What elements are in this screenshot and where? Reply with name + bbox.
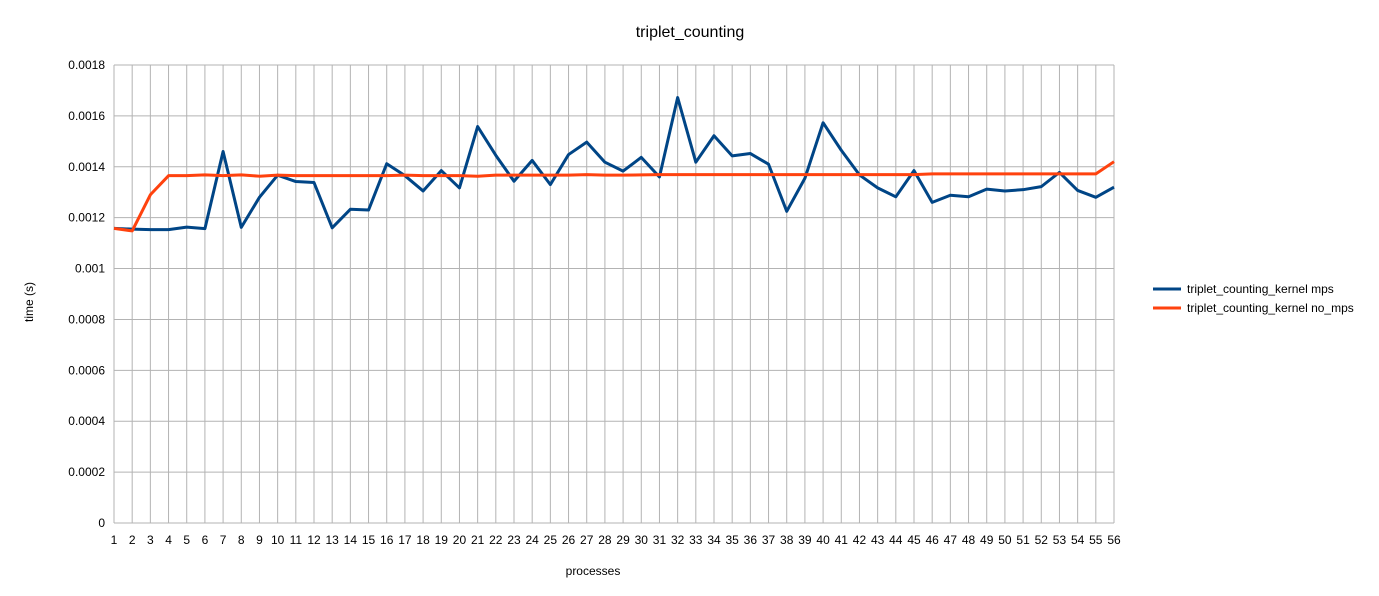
x-tick-label: 56 — [1107, 533, 1121, 547]
x-tick-label: 50 — [998, 533, 1012, 547]
x-tick-label: 45 — [907, 533, 921, 547]
x-tick-label: 19 — [435, 533, 449, 547]
x-tick-label: 12 — [307, 533, 321, 547]
x-tick-label: 5 — [183, 533, 190, 547]
x-tick-label: 26 — [562, 533, 576, 547]
x-tick-label: 28 — [598, 533, 612, 547]
x-tick-label: 22 — [489, 533, 503, 547]
x-tick-label: 4 — [165, 533, 172, 547]
x-tick-label: 29 — [616, 533, 630, 547]
y-tick-label: 0.0008 — [68, 312, 105, 326]
x-tick-label: 41 — [835, 533, 849, 547]
series-lines — [113, 96, 1115, 233]
x-tick-label: 51 — [1016, 533, 1030, 547]
x-tick-label: 3 — [147, 533, 154, 547]
x-tick-label: 34 — [707, 533, 721, 547]
y-tick-label: 0.0014 — [68, 160, 105, 174]
y-tick-label: 0.001 — [75, 262, 105, 276]
x-tick-label: 18 — [416, 533, 430, 547]
x-tick-label: 43 — [871, 533, 885, 547]
x-tick-label: 54 — [1071, 533, 1085, 547]
y-tick-label: 0 — [98, 516, 105, 530]
x-tick-label: 35 — [726, 533, 740, 547]
legend-label: triplet_counting_kernel no_mps — [1187, 301, 1354, 315]
y-tick-label: 0.0006 — [68, 363, 105, 377]
x-tick-label: 42 — [853, 533, 867, 547]
x-tick-label: 20 — [453, 533, 467, 547]
y-axis-label: time (s) — [22, 282, 36, 322]
x-tick-label: 37 — [762, 533, 776, 547]
x-axis-label: processes — [566, 564, 621, 578]
x-tick-label: 9 — [256, 533, 263, 547]
legend: triplet_counting_kernel mps triplet_count… — [1153, 282, 1354, 315]
y-tick-label: 0.0004 — [68, 414, 105, 428]
x-tick-label: 55 — [1089, 533, 1103, 547]
x-tick-label: 7 — [220, 533, 227, 547]
x-tick-label: 31 — [653, 533, 667, 547]
x-tick-label: 38 — [780, 533, 794, 547]
y-tick-label: 0.0016 — [68, 109, 105, 123]
y-axis-ticks: 0 0.0002 0.0004 0.0006 0.0008 0.001 0.0012 0.00… — [68, 58, 105, 530]
y-tick-label: 0.0018 — [68, 58, 105, 72]
x-tick-label: 27 — [580, 533, 594, 547]
x-tick-label: 32 — [671, 533, 685, 547]
x-tick-label: 25 — [544, 533, 558, 547]
grid — [113, 64, 1115, 524]
x-tick-label: 47 — [944, 533, 958, 547]
x-tick-label: 16 — [380, 533, 394, 547]
series-line — [113, 96, 1115, 232]
x-tick-label: 36 — [744, 533, 758, 547]
x-tick-label: 44 — [889, 533, 903, 547]
x-tick-label: 23 — [507, 533, 521, 547]
x-tick-label: 17 — [398, 533, 412, 547]
legend-label: triplet_counting_kernel mps — [1187, 282, 1334, 296]
x-tick-label: 52 — [1035, 533, 1049, 547]
x-tick-label: 2 — [129, 533, 136, 547]
x-tick-label: 24 — [526, 533, 540, 547]
x-tick-label: 33 — [689, 533, 703, 547]
x-tick-label: 48 — [962, 533, 976, 547]
x-tick-label: 49 — [980, 533, 994, 547]
y-tick-label: 0.0002 — [68, 465, 105, 479]
x-tick-label: 39 — [798, 533, 812, 547]
x-tick-label: 1 — [111, 533, 118, 547]
x-tick-label: 15 — [362, 533, 376, 547]
chart-title: triplet_counting — [636, 24, 745, 41]
x-tick-label: 30 — [635, 533, 649, 547]
x-tick-label: 6 — [202, 533, 209, 547]
x-tick-label: 14 — [344, 533, 358, 547]
x-tick-label: 11 — [290, 533, 303, 547]
x-tick-label: 10 — [271, 533, 285, 547]
x-tick-label: 13 — [326, 533, 340, 547]
x-tick-label: 40 — [816, 533, 830, 547]
x-tick-label: 8 — [238, 533, 245, 547]
x-tick-label: 46 — [926, 533, 940, 547]
x-tick-label: 53 — [1053, 533, 1067, 547]
series-line — [113, 160, 1115, 233]
x-tick-label: 21 — [471, 533, 485, 547]
x-axis-ticks: 1 2 3 4 5 6 7 8 9 10 11 12 13 14 15 16 17 18 19 20 21 22 23 24 2… — [111, 533, 1121, 547]
y-tick-label: 0.0012 — [68, 211, 105, 225]
